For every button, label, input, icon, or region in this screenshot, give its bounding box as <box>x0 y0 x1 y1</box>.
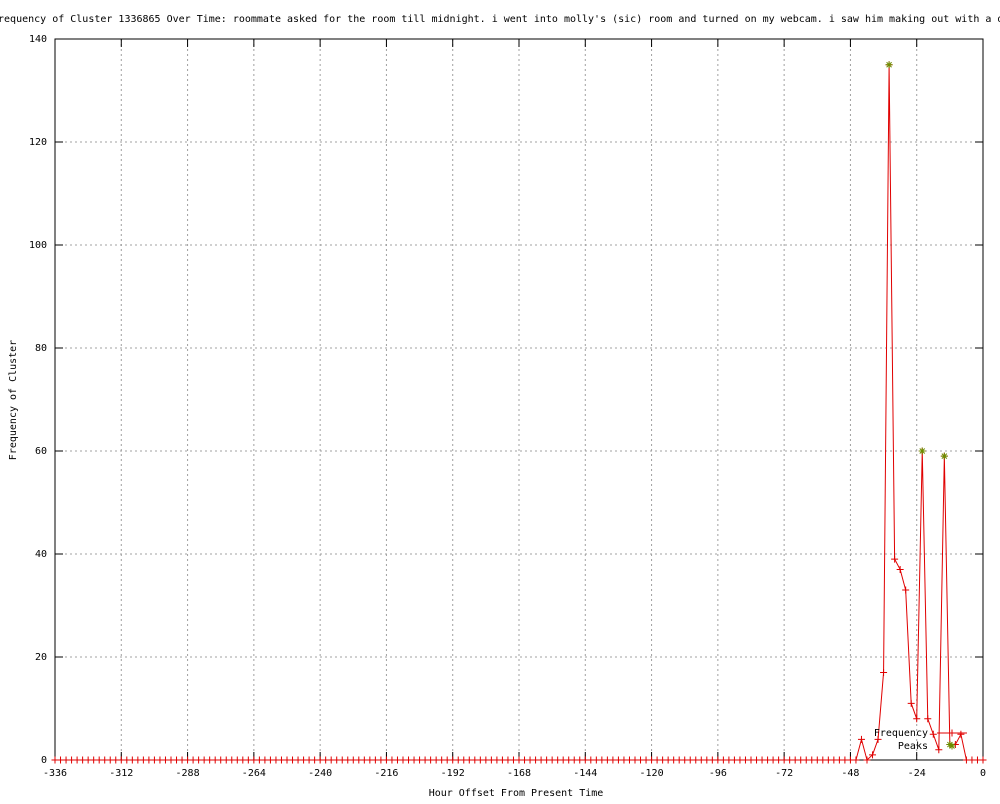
x-tick-label: -144 <box>573 768 597 779</box>
peak-point <box>940 452 948 460</box>
x-tick-label: -168 <box>507 768 531 779</box>
point <box>880 668 888 676</box>
peak-point <box>885 61 893 69</box>
x-tick-label: -72 <box>775 768 793 779</box>
x-tick-label: -312 <box>109 768 133 779</box>
legend-swatch <box>948 742 956 750</box>
x-tick-label: -336 <box>43 768 67 779</box>
legend-swatch <box>948 729 956 737</box>
point <box>957 730 965 738</box>
x-tick-label: -120 <box>640 768 664 779</box>
y-tick-label: 140 <box>29 34 47 45</box>
peak-point <box>918 447 926 455</box>
x-tick-label: -288 <box>176 768 200 779</box>
point <box>857 735 865 743</box>
point <box>907 699 915 707</box>
point <box>891 555 899 563</box>
chart-title: Frequency of Cluster 1336865 Over Time: … <box>0 14 1000 25</box>
y-tick-label: 100 <box>29 240 47 251</box>
y-tick-label: 40 <box>35 549 47 560</box>
y-tick-label: 80 <box>35 343 47 354</box>
x-axis-label: Hour Offset From Present Time <box>429 788 604 799</box>
x-tick-label: -192 <box>441 768 465 779</box>
y-axis-label: Frequency of Cluster <box>8 340 19 460</box>
legend-label: Peaks <box>898 741 928 752</box>
point <box>913 715 921 723</box>
point <box>863 756 871 764</box>
point <box>896 565 904 573</box>
x-tick-label: -216 <box>374 768 398 779</box>
x-tick-label: -96 <box>709 768 727 779</box>
x-tick-label: -48 <box>841 768 859 779</box>
point <box>924 715 932 723</box>
point <box>874 735 882 743</box>
point <box>902 586 910 594</box>
point <box>869 751 877 759</box>
point <box>935 746 943 754</box>
legend-label: Frequency <box>874 728 928 739</box>
point <box>929 730 937 738</box>
point <box>852 756 860 764</box>
point <box>979 756 987 764</box>
x-tick-label: 0 <box>980 768 986 779</box>
y-tick-label: 60 <box>35 446 47 457</box>
y-tick-label: 120 <box>29 137 47 148</box>
x-tick-label: -264 <box>242 768 266 779</box>
y-tick-label: 20 <box>35 652 47 663</box>
y-tick-label: 0 <box>41 755 47 766</box>
x-tick-label: -240 <box>308 768 332 779</box>
x-tick-label: -24 <box>908 768 926 779</box>
